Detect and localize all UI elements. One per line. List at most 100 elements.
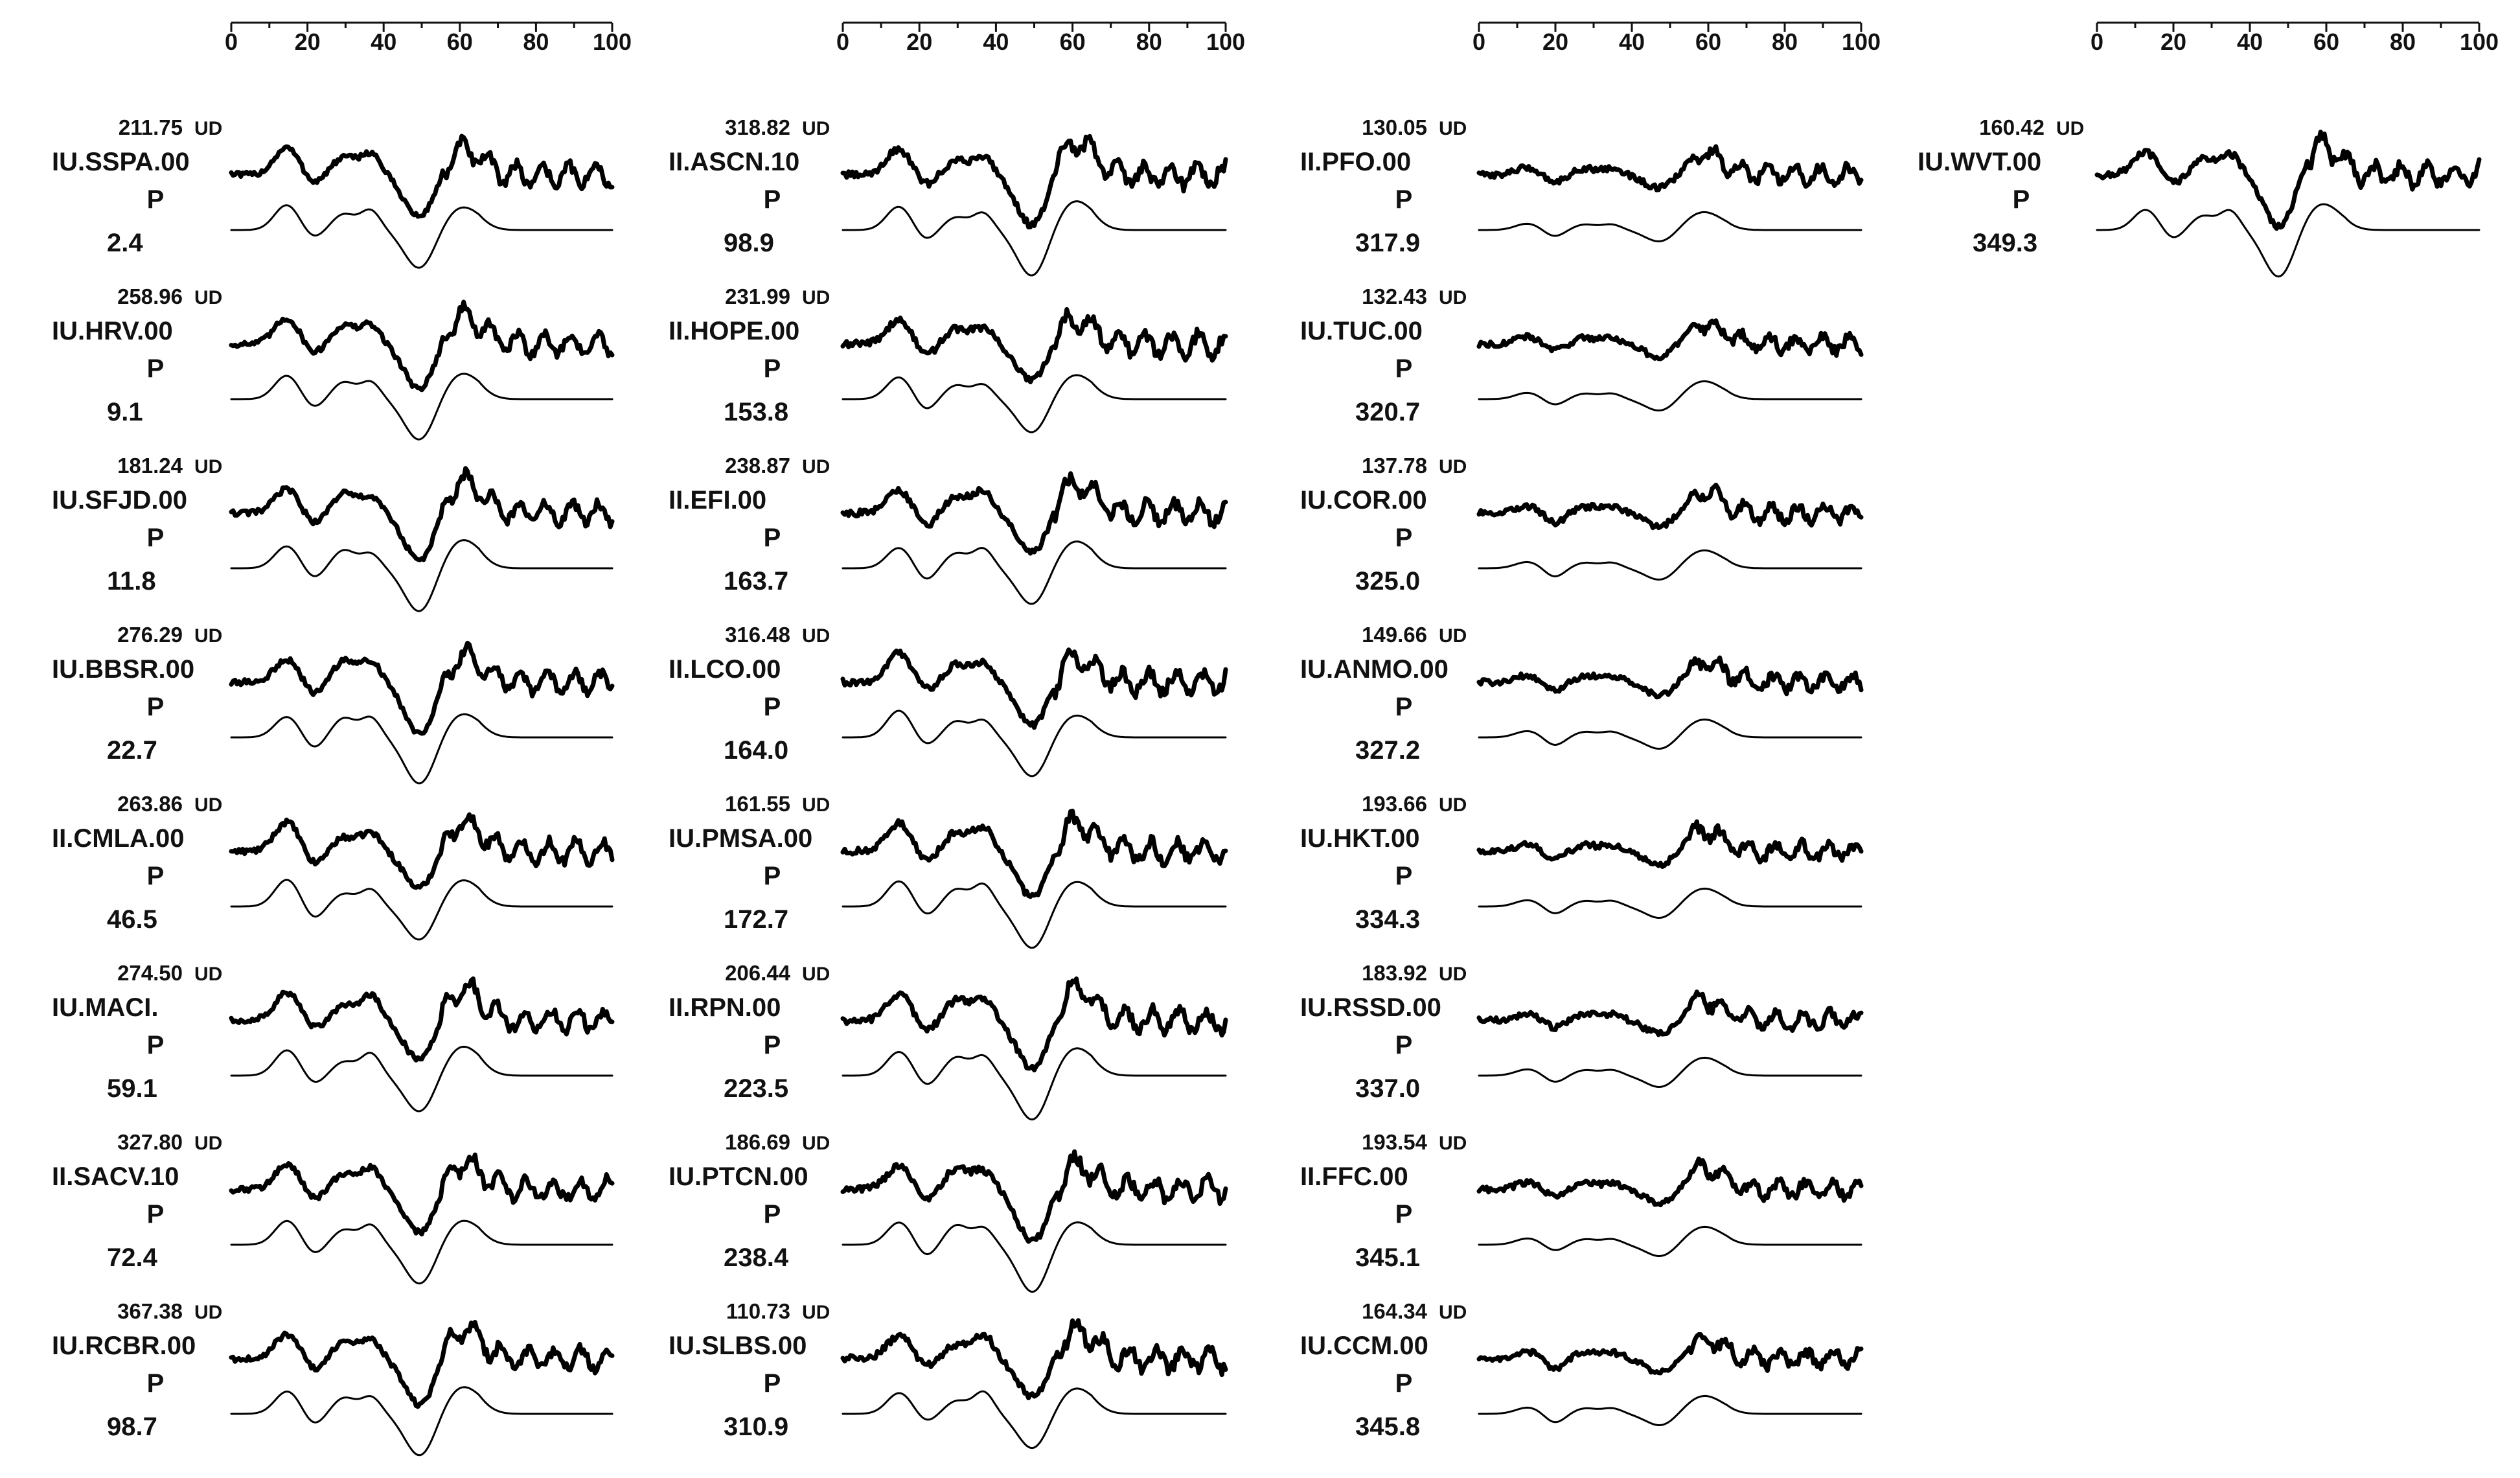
station-label: IU.HRV.00 <box>52 317 173 345</box>
phase-label: P <box>147 354 165 383</box>
time-axis-tick-label: 40 <box>1619 29 1645 55</box>
amplitude-label: 211.75 <box>119 115 183 139</box>
phase-label: P <box>1395 693 1413 721</box>
phase-label: P <box>764 1369 781 1398</box>
phase-label: P <box>1395 1369 1413 1398</box>
synthetic-waveform <box>1478 549 1862 581</box>
synthetic-waveform <box>230 204 613 269</box>
time-axis-tick-label: 20 <box>1542 29 1568 55</box>
azimuth-label: 153.8 <box>724 398 788 426</box>
synthetic-waveform <box>2096 203 2480 278</box>
azimuth-label: 59.1 <box>107 1074 157 1103</box>
synthetic-waveform <box>842 200 1227 277</box>
azimuth-label: 320.7 <box>1355 398 1420 426</box>
observed-waveform <box>840 471 1228 556</box>
amplitude-label: 137.78 <box>1362 454 1427 478</box>
time-axis-tick-label: 80 <box>523 29 549 55</box>
phase-label: P <box>1395 1031 1413 1059</box>
synthetic-waveform <box>230 879 613 941</box>
phase-label: P <box>147 524 165 552</box>
component-label: UD <box>1439 964 1467 985</box>
observed-waveform <box>840 307 1228 385</box>
component-label: UD <box>194 456 222 478</box>
azimuth-label: 327.2 <box>1355 736 1420 765</box>
station-label: IU.RSSD.00 <box>1300 993 1441 1022</box>
azimuth-label: 223.5 <box>724 1074 788 1103</box>
component-label: UD <box>194 964 222 985</box>
station-label: II.PFO.00 <box>1300 148 1411 176</box>
synthetic-waveform <box>230 539 613 612</box>
station-label: II.ASCN.10 <box>669 148 799 176</box>
azimuth-label: 334.3 <box>1355 905 1420 934</box>
station-label: IU.PTCN.00 <box>669 1162 808 1191</box>
synthetic-waveform <box>842 880 1227 949</box>
amplitude-label: 164.34 <box>1362 1299 1428 1323</box>
component-label: UD <box>1439 625 1467 647</box>
observed-waveform <box>840 1149 1228 1244</box>
component-label: UD <box>194 1302 222 1323</box>
azimuth-label: 22.7 <box>107 736 157 765</box>
amplitude-label: 206.44 <box>725 961 791 985</box>
component-label: UD <box>194 794 222 816</box>
observed-waveform <box>229 466 615 562</box>
component-label: UD <box>802 625 830 647</box>
phase-label: P <box>764 1031 781 1059</box>
phase-label: P <box>1395 862 1413 890</box>
synthetic-waveform <box>842 1047 1227 1121</box>
observed-waveform <box>1476 1332 1864 1376</box>
phase-label: P <box>147 185 165 214</box>
time-axis-tick-label: 0 <box>1472 29 1485 55</box>
amplitude-label: 132.43 <box>1362 284 1427 308</box>
azimuth-label: 337.0 <box>1355 1074 1420 1103</box>
observed-waveform <box>1476 144 1864 192</box>
synthetic-waveform <box>230 1045 613 1113</box>
time-axis-tick-label: 100 <box>1206 29 1245 55</box>
amplitude-label: 327.80 <box>117 1130 183 1154</box>
synthetic-waveform <box>842 1387 1227 1449</box>
time-axis-tick-label: 100 <box>593 29 632 55</box>
observed-waveform <box>229 133 615 219</box>
synthetic-waveform <box>842 374 1227 433</box>
amplitude-label: 276.29 <box>117 623 183 647</box>
amplitude-label: 193.66 <box>1362 792 1427 816</box>
station-label: IU.SSPA.00 <box>52 148 190 176</box>
synthetic-waveform <box>1478 887 1862 919</box>
component-label: UD <box>2056 118 2084 139</box>
component-label: UD <box>1439 456 1467 478</box>
station-label: II.RPN.00 <box>669 993 781 1022</box>
synthetic-waveform <box>1478 1225 1862 1257</box>
time-axis-tick-label: 20 <box>295 29 321 55</box>
time-axis-tick-label: 0 <box>836 29 849 55</box>
component-label: UD <box>1439 794 1467 816</box>
observed-waveform <box>229 1320 615 1409</box>
azimuth-label: 9.1 <box>107 398 143 426</box>
observed-waveform <box>840 647 1228 730</box>
observed-waveform <box>840 133 1228 230</box>
amplitude-label: 274.50 <box>117 961 183 985</box>
phase-label: P <box>2013 185 2030 214</box>
time-axis-tick-label: 40 <box>371 29 396 55</box>
time-axis-tick-label: 60 <box>1695 29 1721 55</box>
component-label: UD <box>802 794 830 816</box>
observed-waveform <box>1476 989 1864 1037</box>
phase-label: P <box>147 1200 165 1229</box>
observed-waveform <box>840 809 1228 899</box>
synthetic-waveform <box>842 710 1227 778</box>
time-axis-tick-label: 40 <box>2237 29 2263 55</box>
phase-label: P <box>764 693 781 721</box>
synthetic-waveform <box>230 713 613 785</box>
observed-waveform <box>1476 819 1864 869</box>
azimuth-label: 164.0 <box>724 736 788 765</box>
time-axis-tick-label: 80 <box>1772 29 1798 55</box>
azimuth-label: 98.9 <box>724 229 774 257</box>
component-label: UD <box>802 964 830 985</box>
azimuth-label: 46.5 <box>107 905 157 934</box>
amplitude-label: 316.48 <box>725 623 790 647</box>
phase-label: P <box>147 693 165 721</box>
phase-label: P <box>147 1369 165 1398</box>
azimuth-label: 2.4 <box>107 229 143 257</box>
amplitude-label: 263.86 <box>117 792 183 816</box>
synthetic-waveform <box>1478 1394 1862 1426</box>
phase-label: P <box>1395 1200 1413 1229</box>
component-label: UD <box>802 287 830 308</box>
